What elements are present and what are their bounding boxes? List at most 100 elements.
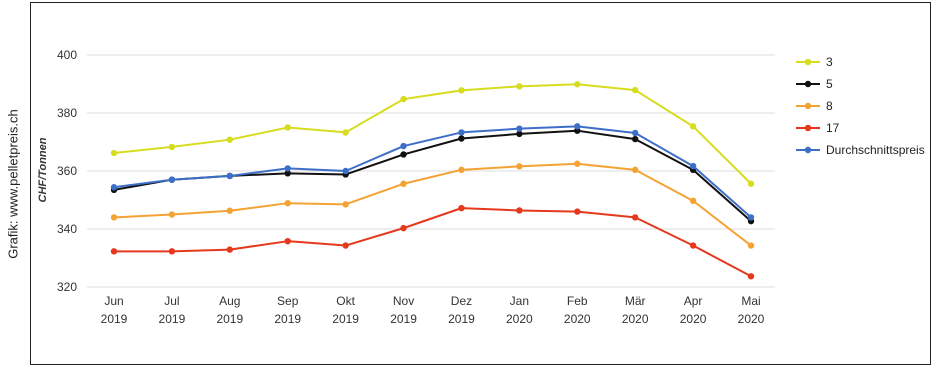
data-point: [631, 166, 639, 174]
data-point: [400, 151, 407, 158]
data-point: [574, 81, 581, 88]
legend-item: 8: [796, 99, 833, 113]
legend-swatch-dot: [804, 124, 812, 132]
legend-item: 17: [796, 121, 840, 135]
x-tick-year: 2019: [101, 312, 128, 326]
x-tick-year: 2020: [680, 312, 707, 326]
x-tick-month: Mai: [741, 294, 760, 308]
data-point: [516, 125, 523, 132]
x-tick-year: 2019: [448, 312, 475, 326]
data-point: [284, 237, 291, 245]
x-tick-month: Feb: [567, 294, 588, 308]
x-tick-month: Apr: [684, 294, 703, 308]
legend-label: Durchschnittspreis: [826, 143, 925, 157]
data-point: [458, 129, 465, 136]
x-tick-month: Jun: [104, 294, 123, 308]
series-17: [110, 204, 755, 280]
data-point: [689, 197, 697, 205]
data-point: [284, 124, 291, 131]
data-point: [400, 95, 407, 103]
data-point: [458, 166, 465, 174]
data-point: [284, 165, 291, 172]
y-tick-label: 400: [57, 48, 77, 62]
legend-label: 5: [826, 77, 833, 91]
data-point: [342, 201, 349, 208]
data-point: [516, 130, 523, 138]
data-point: [458, 135, 465, 142]
x-tick-month: Aug: [219, 294, 240, 308]
y-tick-label: 360: [57, 164, 77, 178]
x-tick-month: Okt: [336, 294, 355, 308]
data-point: [689, 162, 697, 170]
y-tick-label: 340: [57, 222, 77, 236]
data-point: [168, 176, 176, 183]
data-point: [747, 273, 755, 280]
x-axis-ticks: Jun 2019 Jul 2019 Aug 2019 Sep 2019 Okt 2019 Nov 20…: [101, 294, 765, 326]
data-point: [516, 163, 523, 170]
data-point: [168, 143, 176, 151]
data-point: [168, 248, 176, 255]
x-tick-month: Mär: [625, 294, 646, 308]
x-tick-year: 2020: [622, 312, 649, 326]
data-point: [516, 207, 523, 214]
data-point: [574, 208, 581, 215]
data-point: [342, 242, 349, 249]
series-line: [114, 207, 752, 278]
series-3: [110, 81, 755, 187]
legend-item: 5: [796, 77, 833, 91]
series-lines: [110, 81, 755, 280]
x-tick-month: Nov: [393, 294, 414, 308]
y-tick-label: 320: [57, 280, 77, 294]
series-Durchschnittspreis: [110, 123, 755, 221]
x-tick-year: 2019: [390, 312, 417, 326]
x-tick-year: 2020: [564, 312, 591, 326]
legend: 3 5 8 17 Durchschnittspreis: [796, 55, 925, 157]
data-point: [284, 170, 291, 177]
data-point: [168, 211, 176, 218]
y-axis-label: CHF/Tonnen: [37, 137, 49, 202]
data-point: [110, 214, 118, 221]
data-point: [342, 129, 349, 136]
legend-label: 17: [826, 121, 840, 135]
x-tick-year: 2019: [159, 312, 186, 326]
data-point: [226, 172, 234, 180]
data-point: [631, 129, 639, 137]
data-point: [342, 167, 349, 175]
data-point: [689, 123, 697, 130]
grid-lines: [87, 54, 775, 288]
data-point: [574, 123, 581, 130]
legend-label: 8: [826, 99, 833, 113]
legend-swatch-dot: [804, 80, 812, 88]
x-tick-year: 2020: [738, 312, 765, 326]
x-tick-month: Sep: [277, 294, 299, 308]
data-point: [631, 214, 639, 221]
data-point: [747, 242, 755, 249]
data-point: [400, 224, 407, 232]
y-axis-ticks: 320 340 360 380 400: [57, 48, 77, 294]
legend-label: 3: [826, 55, 833, 69]
data-point: [631, 86, 639, 94]
data-point: [574, 160, 581, 167]
data-point: [747, 214, 755, 221]
x-tick-year: 2019: [274, 312, 301, 326]
data-point: [110, 149, 118, 157]
y-tick-label: 380: [57, 106, 77, 120]
data-point: [458, 204, 465, 212]
data-point: [747, 180, 755, 187]
legend-swatch-dot: [804, 58, 812, 66]
x-tick-month: Dez: [451, 294, 472, 308]
legend-swatch-dot: [804, 102, 812, 110]
x-tick-month: Jan: [510, 294, 529, 308]
x-tick-month: Jul: [164, 294, 179, 308]
x-tick-year: 2019: [332, 312, 359, 326]
data-point: [284, 199, 291, 207]
legend-swatch-dot: [804, 146, 812, 154]
data-point: [110, 184, 118, 191]
series-line: [113, 83, 752, 185]
legend-item: 3: [796, 55, 833, 69]
chart-frame: [30, 2, 931, 365]
series-line: [113, 162, 752, 247]
data-point: [226, 136, 234, 143]
series-line: [113, 125, 752, 219]
